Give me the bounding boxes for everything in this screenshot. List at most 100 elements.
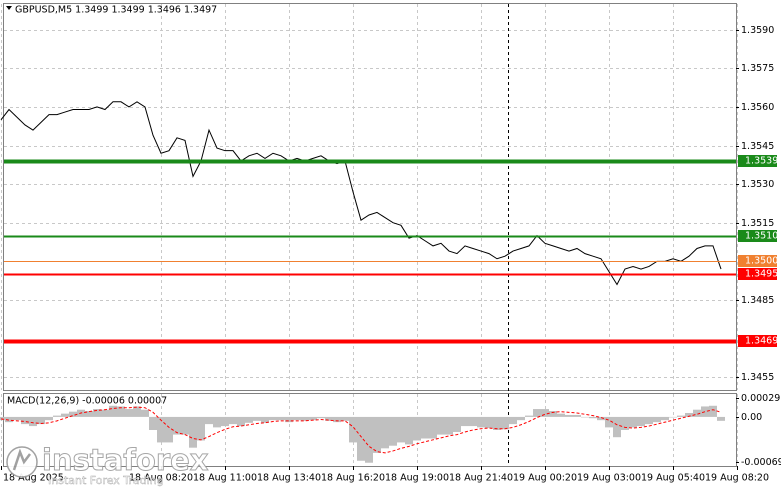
level-label: 1.3500: [745, 256, 778, 267]
axes: 1.3590 1.3575 1.3560 1.3545 1.3530 1.3515 1.34…: [1, 25, 781, 484]
macd-title: MACD(12,26,9) -0.00006 0.00007: [7, 396, 167, 407]
x-tick-label: 18 Aug 16:20: [321, 473, 385, 484]
macd-bar: [85, 411, 93, 417]
y-tick-label: 0.00: [741, 412, 762, 423]
macd-bar: [677, 415, 685, 417]
macd-bar: [605, 416, 613, 428]
macd-bar: [581, 416, 589, 418]
macd-bar: [637, 416, 645, 427]
chart-title: GBPUSD,M5 1.3499 1.3499 1.3496 1.3497: [15, 5, 217, 16]
signal-line: [0, 406, 722, 454]
title-icon: [6, 6, 12, 10]
level-label: 1.3469: [745, 336, 778, 347]
macd-bar: [565, 414, 573, 417]
macd-bar: [429, 416, 437, 439]
macd-bar: [45, 416, 53, 421]
macd-bar: [557, 413, 565, 417]
level-label: 1.3539: [745, 156, 778, 167]
macd-bar: [389, 416, 397, 446]
macd-bar: [509, 416, 517, 425]
x-tick-label: 19 Aug 00:20: [513, 473, 577, 484]
macd-bar: [621, 416, 629, 430]
level-label-box: [738, 335, 777, 347]
macd-bar: [661, 416, 669, 421]
macd-bar: [645, 416, 653, 425]
y-tick-label: 1.3515: [741, 218, 774, 229]
macd-bar: [413, 416, 421, 441]
macd-bar: [157, 416, 165, 443]
y-tick-label: 1.3590: [741, 25, 774, 36]
macd-bar: [365, 416, 373, 463]
macd-bar: [469, 416, 477, 427]
macd-bar: [285, 416, 293, 423]
macd-bar: [341, 416, 349, 421]
macd-bar: [221, 416, 229, 427]
macd-bar: [517, 416, 525, 421]
macd-bar: [213, 416, 221, 428]
macd-bar: [173, 416, 181, 435]
macd-bar: [29, 416, 37, 427]
x-tick-label: 18 Aug 21:40: [449, 473, 513, 484]
watermark: instaforex Instant Forex Trading: [6, 443, 209, 487]
macd-bar: [309, 416, 317, 421]
macd-bar: [541, 409, 549, 417]
watermark-brand: instaforex: [42, 443, 209, 477]
macd-bar: [61, 413, 69, 417]
macd-bar: [93, 409, 101, 417]
x-tick-label: 19 Aug 05:40: [641, 473, 705, 484]
macd-bar: [181, 416, 189, 435]
macd-bar: [477, 416, 485, 428]
macd-bar: [317, 416, 325, 419]
macd-bar: [349, 416, 357, 443]
macd-bar: [109, 405, 117, 417]
macd-bar: [525, 415, 533, 417]
macd-bar: [653, 416, 661, 423]
macd-bar: [269, 416, 277, 421]
macd-bar: [717, 416, 725, 421]
macd-bar: [149, 416, 157, 430]
macd-bar: [133, 406, 141, 417]
macd-bar: [421, 416, 429, 439]
macd-bar: [549, 411, 557, 417]
plot: [0, 101, 736, 463]
x-tick-label: 18 Aug 11:00: [193, 473, 257, 484]
macd-bar: [357, 416, 365, 461]
macd-bar: [373, 416, 381, 453]
macd-bar: [197, 416, 205, 441]
level-label-box: [738, 255, 777, 267]
x-tick-label: 19 Aug 03:00: [577, 473, 641, 484]
macd-bar: [205, 416, 213, 425]
macd-bar: [437, 416, 445, 435]
macd-bar: [685, 412, 693, 417]
macd-bar: [301, 416, 309, 421]
grid: [1, 4, 738, 466]
macd-bar: [53, 415, 61, 417]
macd-bar: [141, 409, 149, 417]
macd-bar: [277, 416, 285, 421]
y-tick-label: -0.00069: [741, 457, 781, 468]
y-tick-label: 1.3545: [741, 141, 774, 152]
macd-bar: [381, 416, 389, 449]
level-label-box: [738, 230, 777, 242]
macd-bar: [37, 416, 45, 425]
level-label-box: [738, 155, 777, 167]
macd-bar: [253, 416, 261, 421]
y-tick-label: 0.00029: [741, 393, 780, 404]
x-tick-label: 18 Aug 2025: [3, 473, 64, 484]
macd-bar: [501, 416, 509, 430]
macd-bar: [701, 406, 709, 417]
macd-bar: [165, 416, 173, 443]
macd-bar: [629, 416, 637, 428]
y-tick-label: 1.3530: [741, 179, 774, 190]
macd-bar: [245, 416, 253, 423]
macd-bar: [589, 416, 597, 419]
macd-bar: [693, 409, 701, 417]
macd-bar: [445, 416, 453, 435]
logo-mark: [12, 448, 31, 471]
macd-bar: [533, 409, 541, 417]
macd-bar: [669, 416, 677, 418]
macd-bar: [709, 405, 717, 417]
macd-bar: [493, 416, 501, 430]
x-tick-label: 18 Aug 08:20: [129, 473, 193, 484]
